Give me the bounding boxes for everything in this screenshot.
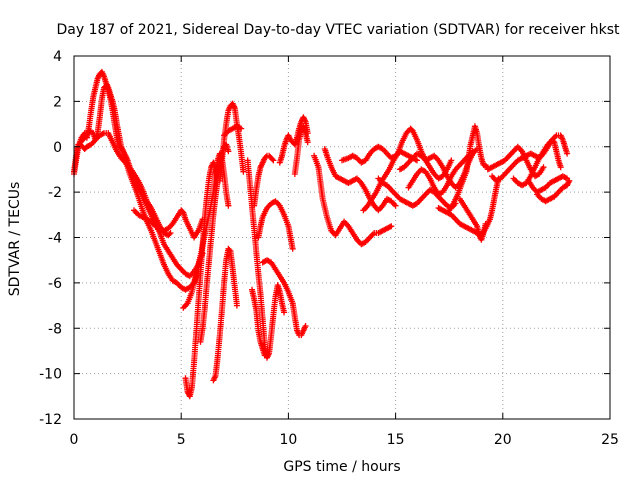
y-tick-label: 2 [53,94,62,110]
x-tick-label: 25 [601,432,619,448]
series-arc-18 [311,152,395,248]
data-point-markers [360,125,455,214]
data-point-markers [249,286,268,359]
x-axis-label: GPS time / hours [283,459,400,475]
data-point-markers [251,152,277,209]
y-tick-label: 4 [53,49,62,65]
data-point-markers [446,123,491,214]
data-point-markers [221,123,245,139]
data-point-markers [259,257,309,339]
y-tick-label: -4 [48,231,62,247]
y-tick-label: -12 [39,412,62,428]
series-arc-14 [251,152,277,209]
series-arc-6 [182,159,221,400]
series-arc-8 [210,245,240,384]
data-point-markers [456,195,489,243]
y-tick-label: -6 [48,276,62,292]
series-arc-10 [221,123,245,139]
series-arc-11 [244,157,288,361]
data-point-markers [255,198,296,252]
x-tick-label: 5 [177,432,186,448]
series-arc-4 [131,207,206,241]
y-tick-label: -2 [48,185,62,201]
data-point-markers [244,157,288,361]
series-arc-12 [249,286,268,359]
y-tick-label: -8 [48,321,62,337]
x-tick-label: 10 [279,432,297,448]
data-point-markers [210,245,240,384]
series-arc-32 [525,173,571,196]
grid [74,56,610,419]
data-point-markers [131,207,206,241]
series-arc-21 [360,125,455,214]
y-tick-label: 0 [53,140,62,156]
data-point-markers [291,123,311,177]
x-tick-label: 20 [494,432,512,448]
data-point-markers [525,173,571,196]
series-arc-15 [255,198,296,252]
series-arc-27 [456,195,489,243]
series-arc-25 [446,123,491,214]
data-point-markers [182,159,221,400]
x-tick-label: 15 [387,432,405,448]
series-arc-13 [259,257,309,339]
y-tick-label: -10 [39,367,62,383]
series-arc-9 [216,100,247,184]
data-point-markers [311,152,395,248]
axes: 0 5 10 15 20 25 -12 -10 -8 -6 -4 -2 0 2 4 [39,49,619,448]
series-arc-24 [405,148,476,198]
data-point-markers [405,148,476,198]
series-arc-17 [291,123,311,177]
x-tick-label: 0 [70,432,79,448]
chart-title: Day 187 of 2021, Sidereal Day-to-day VTE… [57,22,620,38]
y-axis-label: SDTVAR / TECUs [7,182,23,297]
data-point-markers [216,100,247,184]
data-points [71,68,573,400]
